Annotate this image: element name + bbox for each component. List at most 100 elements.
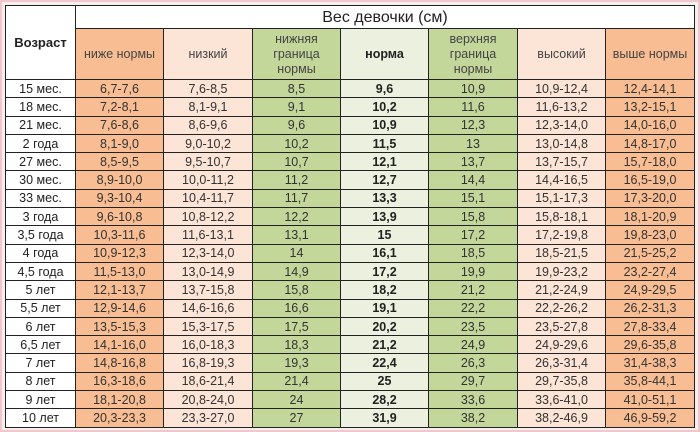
cell-low: 10,4-11,7	[163, 188, 253, 209]
cell-norm: 10,9	[340, 115, 429, 135]
table-row: 9 лет 18,1-20,8 20,8-24,0 24 28,2 33,6 33,6-41…	[5, 390, 695, 410]
age-cell: 27 мес.	[5, 152, 76, 172]
cell-upper-bound: 22,2	[428, 298, 518, 318]
cell-norm: 10,2	[340, 97, 429, 117]
cell-below-norm: 12,1-13,7	[75, 280, 164, 300]
cell-high: 17,2-19,8	[517, 225, 606, 245]
cell-lower-bound: 9,6	[252, 115, 341, 135]
cell-above-norm: 24,9-29,5	[605, 280, 695, 300]
cell-above-norm: 14,0-16,0	[605, 115, 695, 135]
cell-high: 18,5-21,5	[517, 243, 606, 263]
cell-low: 8,6-9,6	[163, 115, 253, 135]
cell-upper-bound: 13	[428, 133, 518, 154]
table-row: 27 мес. 8,5-9,5 9,5-10,7 10,7 12,1 13,7 13,7-1…	[5, 152, 695, 172]
cell-lower-bound: 27	[252, 408, 341, 428]
cell-above-norm: 31,4-38,3	[605, 353, 695, 373]
age-cell: 6 лет	[5, 316, 76, 337]
cell-above-norm: 18,1-20,9	[605, 207, 695, 227]
cell-upper-bound: 11,6	[428, 97, 518, 117]
cell-upper-bound: 14,4	[428, 170, 518, 190]
cell-below-norm: 9,3-10,4	[75, 188, 164, 209]
cell-high: 29,7-35,8	[517, 371, 606, 392]
cell-lower-bound: 15,8	[252, 280, 341, 300]
cell-upper-bound: 19,9	[428, 261, 518, 282]
age-cell: 18 мес.	[5, 97, 76, 117]
cell-low: 16,0-18,3	[163, 335, 253, 355]
cell-above-norm: 15,7-18,0	[605, 152, 695, 172]
cell-upper-bound: 12,3	[428, 115, 518, 135]
cell-below-norm: 9,6-10,8	[75, 207, 164, 227]
cell-low: 20,8-24,0	[163, 390, 253, 410]
cell-norm: 25	[340, 371, 429, 392]
cell-norm: 12,1	[340, 152, 429, 172]
cell-lower-bound: 24	[252, 390, 341, 410]
column-header-upper-bound: верхняя граница нормы	[428, 28, 518, 80]
table-row: 3 года 9,6-10,8 10,8-12,2 12,2 13,9 15,8 15,8-…	[5, 207, 695, 227]
cell-upper-bound: 17,2	[428, 225, 518, 245]
cell-above-norm: 16,5-19,0	[605, 170, 695, 190]
cell-high: 19,9-23,2	[517, 261, 606, 282]
age-cell: 10 лет	[5, 408, 76, 428]
cell-above-norm: 12,4-14,1	[605, 78, 695, 99]
cell-below-norm: 14,1-16,0	[75, 335, 164, 355]
cell-norm: 16,1	[340, 243, 429, 263]
cell-low: 13,7-15,8	[163, 280, 253, 300]
cell-lower-bound: 13,1	[252, 225, 341, 245]
age-cell: 9 лет	[5, 390, 76, 410]
cell-high: 15,8-18,1	[517, 207, 606, 227]
age-cell: 3,5 года	[5, 225, 76, 245]
column-header-high: высокий	[517, 28, 606, 80]
cell-below-norm: 16,3-18,6	[75, 371, 164, 392]
cell-low: 7,6-8,5	[163, 78, 253, 99]
table-row: 10 лет 20,3-23,3 23,3-27,0 27 31,9 38,2 38,2-4…	[5, 408, 695, 428]
cell-upper-bound: 24,9	[428, 335, 518, 355]
cell-high: 10,9-12,4	[517, 78, 606, 99]
cell-high: 13,0-14,8	[517, 133, 606, 154]
cell-below-norm: 18,1-20,8	[75, 390, 164, 410]
cell-upper-bound: 13,7	[428, 152, 518, 172]
cell-low: 10,0-11,2	[163, 170, 253, 190]
cell-below-norm: 11,5-13,0	[75, 261, 164, 282]
age-cell: 30 мес.	[5, 170, 76, 190]
cell-above-norm: 14,8-17,0	[605, 133, 695, 154]
age-cell: 5 лет	[5, 280, 76, 300]
cell-high: 14,4-16,5	[517, 170, 606, 190]
cell-lower-bound: 10,7	[252, 152, 341, 172]
cell-below-norm: 8,9-10,0	[75, 170, 164, 190]
age-cell: 4,5 года	[5, 261, 76, 282]
cell-above-norm: 21,5-25,2	[605, 243, 695, 263]
cell-high: 22,2-26,2	[517, 298, 606, 318]
cell-upper-bound: 23,5	[428, 316, 518, 337]
cell-above-norm: 46,9-59,2	[605, 408, 695, 428]
cell-below-norm: 13,5-15,3	[75, 316, 164, 337]
cell-norm: 19,1	[340, 298, 429, 318]
cell-upper-bound: 29,7	[428, 371, 518, 392]
cell-low: 11,6-13,1	[163, 225, 253, 245]
age-cell: 4 года	[5, 243, 76, 263]
age-cell: 6,5 лет	[5, 335, 76, 355]
column-header-low: низкий	[163, 28, 253, 80]
cell-above-norm: 13,2-15,1	[605, 97, 695, 117]
table-row: 5 лет 12,1-13,7 13,7-15,8 15,8 18,2 21,2 21,2-…	[5, 280, 695, 300]
cell-lower-bound: 16,6	[252, 298, 341, 318]
cell-below-norm: 8,1-9,0	[75, 133, 164, 154]
age-cell: 21 мес.	[5, 115, 76, 135]
cell-lower-bound: 14	[252, 243, 341, 263]
cell-upper-bound: 18,5	[428, 243, 518, 263]
weight-table: Возраст Вес девочки (см) ниже нормы низки…	[5, 5, 695, 428]
cell-lower-bound: 11,2	[252, 170, 341, 190]
cell-below-norm: 14,8-16,8	[75, 353, 164, 373]
cell-norm: 21,2	[340, 335, 429, 355]
column-header-below-norm: ниже нормы	[75, 28, 164, 80]
cell-upper-bound: 21,2	[428, 280, 518, 300]
cell-low: 13,0-14,9	[163, 261, 253, 282]
age-cell: 2 года	[5, 133, 76, 154]
age-cell: 8 лет	[5, 371, 76, 392]
cell-below-norm: 10,9-12,3	[75, 243, 164, 263]
cell-lower-bound: 19,3	[252, 353, 341, 373]
age-cell: 3 года	[5, 207, 76, 227]
cell-above-norm: 29,6-35,8	[605, 335, 695, 355]
cell-above-norm: 17,3-20,0	[605, 188, 695, 209]
table-row: 30 мес. 8,9-10,0 10,0-11,2 11,2 12,7 14,4 14,4…	[5, 170, 695, 190]
cell-above-norm: 35,8-44,1	[605, 371, 695, 392]
